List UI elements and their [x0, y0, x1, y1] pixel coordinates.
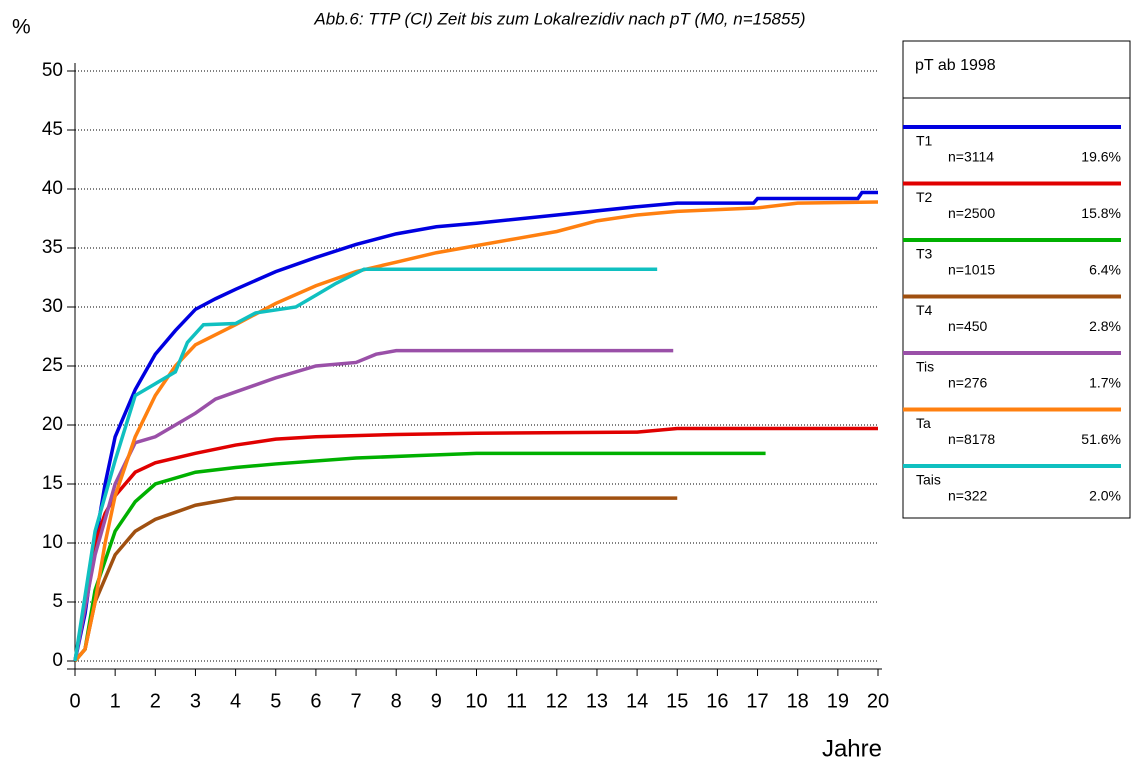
x-tick-label: 5: [270, 690, 281, 712]
legend-name: T2: [916, 189, 933, 205]
series-line: [73, 348, 674, 662]
x-tick-label: 9: [431, 690, 442, 712]
x-tick-label: 4: [230, 690, 241, 712]
legend-n: n=2500: [948, 205, 995, 221]
y-tick-label: 50: [42, 60, 63, 81]
y-tick-label: 5: [52, 591, 63, 612]
series-line: [73, 451, 766, 663]
y-tick-label: 40: [42, 178, 63, 199]
x-tick-label: 16: [706, 690, 728, 712]
series-line: [73, 267, 658, 662]
legend-n: n=276: [948, 375, 988, 391]
legend-share: 6.4%: [1089, 262, 1121, 278]
x-tick-label: 6: [310, 690, 321, 712]
legend-share: 1.7%: [1089, 375, 1121, 391]
y-tick-label: 30: [42, 296, 63, 317]
series-line: [73, 200, 879, 663]
legend-name: Ta: [916, 415, 931, 431]
legend-n: n=8178: [948, 431, 995, 447]
x-tick-label: 15: [666, 690, 688, 712]
legend-share: 51.6%: [1081, 431, 1121, 447]
x-tick-label: 19: [827, 690, 849, 712]
x-tick-label: 12: [546, 690, 568, 712]
series-line: [73, 426, 878, 662]
x-tick-label: 13: [586, 690, 608, 712]
legend-title: pT ab 1998: [915, 57, 996, 74]
chart-title: Abb.6: TTP (CI) Zeit bis zum Lokalrezidi…: [313, 9, 805, 28]
legend-n: n=1015: [948, 262, 995, 278]
legend-name: Tais: [916, 472, 941, 488]
legend-share: 19.6%: [1081, 149, 1121, 165]
x-tick-label: 20: [867, 690, 889, 712]
legend-share: 2.0%: [1089, 488, 1121, 504]
legend-share: 2.8%: [1089, 318, 1121, 334]
legend-n: n=322: [948, 488, 988, 504]
y-tick-label: 10: [42, 532, 63, 553]
x-tick-label: 10: [465, 690, 487, 712]
y-tick-label: 25: [42, 355, 63, 376]
legend-box: [902, 40, 1131, 519]
legend-name: T1: [916, 133, 933, 149]
x-tick-label: 11: [506, 690, 527, 712]
series-line: [73, 190, 878, 662]
legend-n: n=3114: [948, 149, 994, 165]
y-tick-label: 15: [42, 473, 63, 494]
y-tick-label: 35: [42, 237, 63, 258]
x-tick-label: 8: [391, 690, 402, 712]
series-line: [73, 496, 678, 663]
x-tick-label: 2: [150, 690, 161, 712]
y-tick-label: 45: [42, 119, 63, 140]
legend-n: n=450: [948, 318, 988, 334]
y-axis-label: %: [12, 16, 31, 39]
x-tick-label: 3: [190, 690, 201, 712]
x-tick-label: 17: [746, 690, 768, 712]
x-axis-label: Jahre: [822, 735, 882, 762]
x-tick-label: 18: [787, 690, 809, 712]
legend-name: T3: [916, 246, 933, 262]
x-tick-label: 14: [626, 690, 648, 712]
legend-name: Tis: [916, 359, 934, 375]
x-tick-label: 0: [69, 690, 80, 712]
legend-share: 15.8%: [1081, 205, 1121, 221]
y-tick-label: 0: [52, 650, 63, 671]
x-tick-label: 7: [350, 690, 361, 712]
legend-name: T4: [916, 302, 933, 318]
x-tick-label: 1: [110, 690, 121, 712]
y-tick-label: 20: [42, 414, 63, 435]
